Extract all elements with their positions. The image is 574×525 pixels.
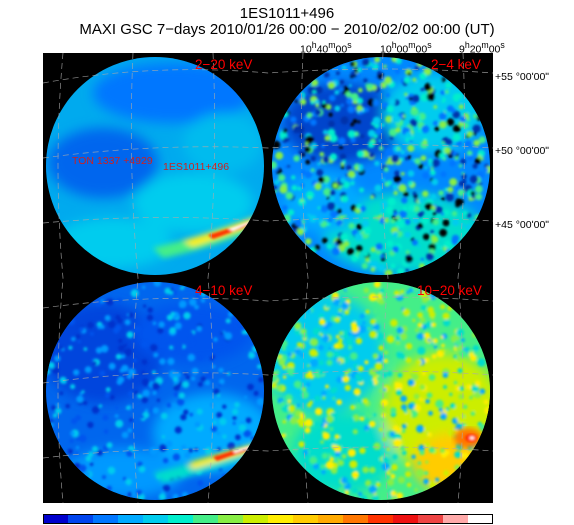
- colorbar-swatch: [468, 514, 493, 524]
- colorbar-swatch: [243, 514, 269, 524]
- colorbar-border: [43, 514, 493, 524]
- dec-label: +45 °00ʹ00ʺ: [495, 219, 550, 231]
- source-title: 1ES1011+496: [239, 5, 335, 22]
- colorbar-swatch: [143, 514, 169, 524]
- colorbar-swatch: [443, 514, 469, 524]
- band-label-2-4kev: 2−4 keV: [431, 57, 481, 72]
- sky-map-2-4kev: [272, 57, 490, 275]
- colorbar-swatch: [43, 514, 69, 524]
- sky-map-4-10kev: [46, 282, 264, 500]
- ra-label: 9h20m00s: [459, 40, 505, 56]
- colorbar-swatch: [68, 514, 94, 524]
- colorbar-swatch: [193, 514, 219, 524]
- observation-subtitle: MAXI GSC 7−days 2010/01/26 00:00 − 2010/…: [79, 21, 495, 38]
- dec-label: +55 °00ʹ00ʺ: [495, 71, 550, 83]
- colorbar-swatch: [118, 514, 144, 524]
- colorbar-swatch: [368, 514, 394, 524]
- source-label-ton1337: TON 1337 +4929: [72, 155, 153, 167]
- color-scale-bar: [43, 514, 493, 524]
- band-label-4-10kev: 4−10 keV: [195, 283, 252, 298]
- colorbar-swatch: [318, 514, 344, 524]
- colorbar-swatch: [168, 514, 194, 524]
- colorbar-swatch: [393, 514, 419, 524]
- colorbar-swatch: [93, 514, 119, 524]
- colorbar-swatch: [218, 514, 244, 524]
- band-label-10-20kev: 10−20 keV: [417, 283, 482, 298]
- colorbar-swatch: [343, 514, 369, 524]
- sky-map-10-20kev: [272, 282, 490, 500]
- colorbar-swatch: [293, 514, 319, 524]
- band-label-2-20kev: 2−20 keV: [195, 57, 252, 72]
- ra-label: 10h40m00s: [300, 40, 352, 56]
- sky-map-panel: 2−20 keV 2−4 keV 4−10 keV 10−20 keV TON …: [43, 53, 493, 503]
- dec-label: +50 °00ʹ00ʺ: [495, 145, 550, 157]
- coordinate-grid: [43, 53, 493, 503]
- ra-label: 10h00m00s: [380, 40, 432, 56]
- source-label-1es1011: 1ES1011+496: [163, 161, 229, 173]
- colorbar-swatch: [418, 514, 444, 524]
- sky-map-2-20kev: [46, 57, 264, 275]
- colorbar-swatch: [268, 514, 294, 524]
